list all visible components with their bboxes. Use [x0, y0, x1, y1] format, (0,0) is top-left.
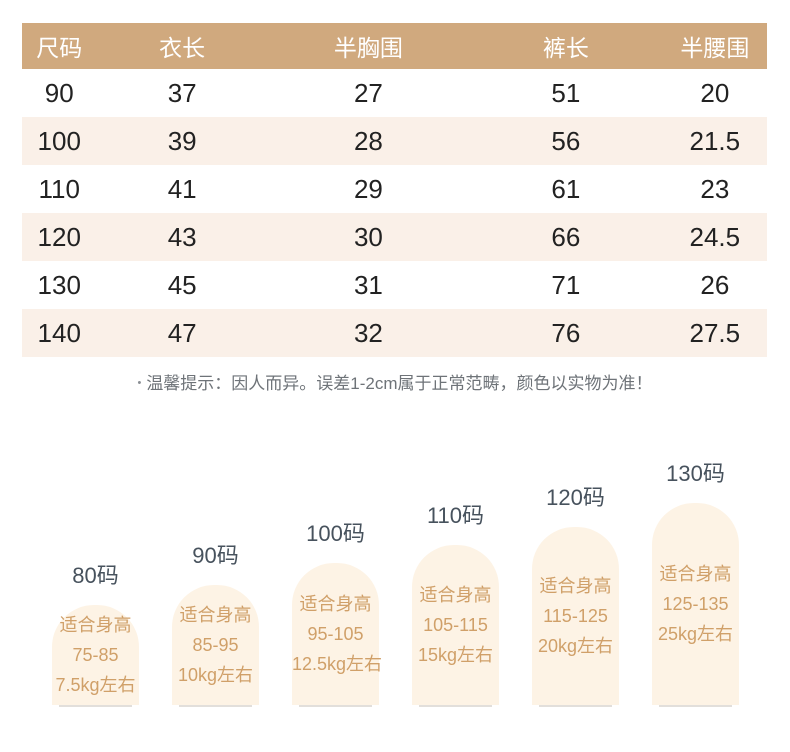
table-row: 140 47 32 76 27.5	[22, 309, 767, 357]
bar-group-90: 90码 适合身高 85-95 10kg左右	[172, 538, 259, 705]
bar: 适合身高 95-105 12.5kg左右	[292, 563, 383, 705]
bar-weight: 10kg左右	[177, 665, 254, 685]
bar: 适合身高 85-95 10kg左右	[172, 585, 259, 705]
size-cell: 120	[37, 221, 81, 252]
table-cell: 32	[353, 317, 383, 348]
bar-height-range: 125-135	[662, 594, 729, 614]
size-cell: 130	[37, 269, 81, 300]
bar-group-100: 100码 适合身高 95-105 12.5kg左右	[292, 516, 383, 705]
header-cell-garment-length: 衣长	[159, 35, 206, 61]
bar-group-80: 80码 适合身高 75-85 7.5kg左右	[52, 558, 139, 705]
bullet-icon: •	[137, 377, 142, 389]
bar-weight: 15kg左右	[417, 645, 494, 665]
tip-note: • 温馨提示：因人而异。误差1-2cm属于正常范畴，颜色以实物为准！	[0, 369, 790, 394]
table-cell: 43	[167, 221, 197, 252]
bar-height-range: 95-105	[307, 624, 364, 644]
bar-weight: 12.5kg左右	[292, 654, 383, 674]
bar: 适合身高 105-115 15kg左右	[412, 545, 499, 705]
table-cell: 47	[167, 317, 197, 348]
bar-group-130: 130码 适合身高 125-135 25kg左右	[652, 456, 739, 705]
bar-height-range: 85-95	[192, 635, 239, 655]
table-cell: 45	[167, 269, 197, 300]
bar-height-range: 75-85	[72, 645, 119, 665]
table-cell: 29	[353, 173, 383, 204]
bar-group-120: 120码 适合身高 115-125 20kg左右	[532, 480, 619, 705]
size-cell: 110	[38, 173, 80, 204]
bar: 适合身高 125-135 25kg左右	[652, 503, 739, 705]
bar-height-range: 105-115	[423, 615, 488, 635]
table-cell: 31	[353, 269, 383, 300]
bar-weight: 7.5kg左右	[55, 675, 136, 695]
table-cell: 28	[353, 125, 383, 156]
size-cell: 140	[37, 317, 81, 348]
table-cell: 41	[167, 173, 197, 204]
bar-weight: 20kg左右	[537, 636, 614, 656]
table-cell: 61	[551, 173, 581, 204]
size-cell: 90	[44, 77, 74, 108]
table-cell: 30	[353, 221, 383, 252]
bar-fit-title: 适合身高	[299, 594, 372, 614]
size-table: 尺码 衣长 半胸围 裤长 半腰围 90 37 27 51 20 100 39 2…	[22, 23, 767, 357]
bar-group-110: 110码 适合身高 105-115 15kg左右	[412, 498, 499, 705]
header-cell-size: 尺码	[36, 35, 83, 61]
height-bar-chart: 80码 适合身高 75-85 7.5kg左右 90码 适合身高 85-95 10…	[52, 445, 739, 705]
size-table-header-row: 尺码 衣长 半胸围 裤长 半腰围	[22, 23, 767, 69]
table-cell: 51	[551, 77, 581, 108]
size-cell: 100	[37, 125, 81, 156]
tip-note-text: 温馨提示：因人而异。误差1-2cm属于正常范畴，颜色以实物为准！	[146, 374, 653, 393]
bar-fit-title: 适合身高	[539, 576, 612, 596]
header-cell-half-chest: 半胸围	[333, 35, 403, 61]
table-row: 110 41 29 61 23	[22, 165, 767, 213]
table-row: 90 37 27 51 20	[22, 69, 767, 117]
bar: 适合身高 115-125 20kg左右	[532, 527, 619, 705]
bar-label: 130码	[666, 461, 725, 486]
bar: 适合身高 75-85 7.5kg左右	[52, 605, 139, 705]
bar-fit-title: 适合身高	[419, 585, 492, 605]
table-cell: 71	[551, 269, 581, 300]
bar-label: 120码	[546, 485, 605, 510]
bar-fit-title: 适合身高	[659, 564, 732, 584]
table-row: 100 39 28 56 21.5	[22, 117, 767, 165]
bar-label: 110码	[426, 503, 485, 528]
table-cell: 21.5	[689, 125, 741, 156]
header-cell-half-waist: 半腰围	[680, 35, 750, 61]
bar-label: 100码	[306, 521, 365, 546]
bar-label: 80码	[72, 563, 119, 588]
bar-height-range: 115-125	[543, 606, 608, 626]
table-cell: 66	[551, 221, 581, 252]
table-cell: 76	[551, 317, 581, 348]
bar-label: 90码	[192, 543, 239, 568]
table-cell: 27	[353, 77, 383, 108]
table-cell: 37	[167, 77, 197, 108]
table-cell: 20	[700, 77, 730, 108]
header-cell-pants-length: 裤长	[542, 35, 589, 61]
table-row: 120 43 30 66 24.5	[22, 213, 767, 261]
bar-fit-title: 适合身高	[59, 615, 132, 635]
table-cell: 56	[551, 125, 581, 156]
table-cell: 24.5	[689, 221, 741, 252]
table-cell: 27.5	[689, 317, 741, 348]
table-row: 130 45 31 71 26	[22, 261, 767, 309]
table-cell: 39	[167, 125, 197, 156]
table-cell: 26	[700, 269, 730, 300]
table-cell: 23	[700, 173, 730, 204]
bar-fit-title: 适合身高	[179, 605, 252, 625]
bar-weight: 25kg左右	[657, 624, 734, 644]
